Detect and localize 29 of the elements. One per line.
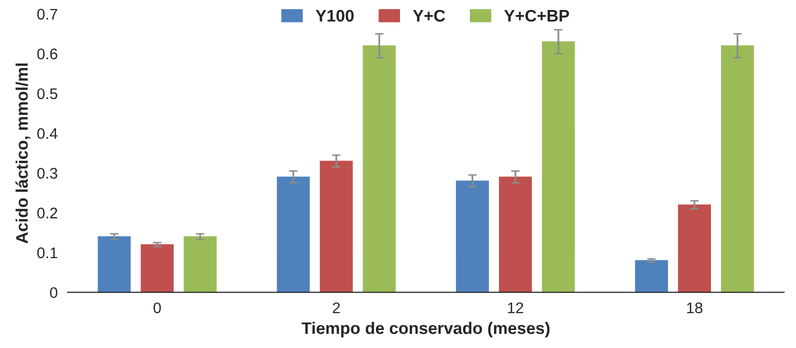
- bar: [635, 260, 668, 292]
- bar: [721, 45, 754, 292]
- legend-label: Y100: [316, 10, 354, 22]
- legend-label: Y+C: [412, 10, 446, 22]
- x-tick-label: 12: [508, 302, 524, 314]
- y-tick-label: 0.2: [37, 208, 58, 218]
- x-axis-title: Tiempo de conservado (meses): [302, 322, 550, 338]
- bar: [140, 244, 174, 292]
- legend-label: Y+C+BP: [504, 10, 570, 22]
- bar: [184, 236, 217, 292]
- y-tick-label: 0.1: [37, 247, 58, 258]
- y-axis-title: Acido láctico, mmol/ml: [15, 64, 30, 244]
- x-tick-label: 0: [154, 302, 161, 314]
- y-tick-label: 0: [50, 287, 58, 298]
- bar: [320, 160, 353, 292]
- bar: [498, 176, 532, 292]
- bar: [362, 45, 396, 292]
- bar: [542, 41, 575, 292]
- x-tick-label: 18: [687, 302, 702, 314]
- y-tick-label: 0.4: [37, 128, 58, 139]
- y-tick-label: 0.3: [37, 168, 58, 179]
- y-tick-label: 0.5: [37, 88, 58, 100]
- y-tick-label: 0.7: [37, 8, 58, 20]
- x-tick-label: 2: [332, 302, 340, 314]
- bar: [456, 180, 489, 292]
- y-tick-label: 0.6: [37, 48, 58, 60]
- bar: [678, 204, 711, 292]
- bar: [98, 236, 131, 292]
- bar: [276, 176, 310, 292]
